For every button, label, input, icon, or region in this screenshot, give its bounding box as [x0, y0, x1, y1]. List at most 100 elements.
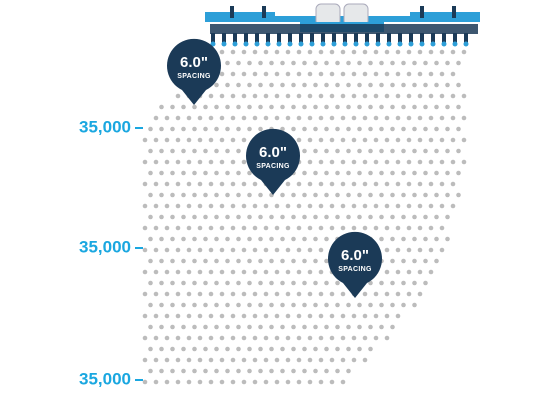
seed-dot [346, 170, 351, 176]
seed-dot [434, 170, 439, 176]
seed-dot [445, 170, 450, 176]
seed-dot [318, 247, 324, 253]
seed-dot [307, 71, 313, 77]
seed-dot [164, 291, 170, 297]
planter [205, 3, 480, 47]
seed-dot [324, 236, 329, 242]
seed-dot [379, 60, 384, 66]
seed-dot [208, 181, 214, 187]
seed-dot [445, 214, 450, 220]
seed-dot [384, 49, 390, 55]
row-unit [211, 33, 215, 44]
gauge-wheel [353, 41, 359, 47]
seed-dot [164, 137, 170, 143]
seed-dot [153, 269, 159, 275]
seed-dot [324, 60, 329, 66]
seed-dot [417, 269, 423, 275]
seed-dot [225, 192, 230, 198]
seed-dot [379, 214, 384, 220]
seed-dot [225, 170, 230, 176]
seed-dot [203, 346, 208, 352]
seed-dot [208, 269, 214, 275]
seed-dot [302, 170, 307, 176]
seed-dot [280, 302, 285, 308]
seed-dot [368, 346, 373, 352]
seed-dot [340, 115, 346, 121]
seed-dot [148, 346, 153, 352]
seed-dot [423, 192, 428, 198]
seed-dot [230, 137, 236, 143]
seed-dot [175, 335, 181, 341]
seed-dot [142, 247, 148, 253]
seed-dot [318, 115, 324, 121]
seed-dot [318, 335, 324, 341]
seed-dot [241, 335, 247, 341]
seed-dot [373, 335, 379, 341]
seed-dot [252, 335, 258, 341]
seed-dot [395, 225, 401, 231]
seed-dot [148, 126, 153, 132]
seed-dot [379, 170, 384, 176]
seed-dot [214, 148, 219, 154]
seed-dot [263, 203, 269, 209]
seed-dot [170, 236, 175, 242]
seed-dot [192, 324, 197, 330]
seed-dot [384, 159, 390, 165]
seed-dot [236, 324, 241, 330]
seed-dot [362, 291, 368, 297]
seed-dot [197, 269, 203, 275]
seed-dot [401, 236, 406, 242]
seed-dot [203, 368, 208, 374]
seed-dot [439, 115, 445, 121]
seed-dot [280, 104, 285, 110]
seed-dot [241, 379, 247, 385]
seed-dot [406, 247, 412, 253]
seed-dot [329, 203, 335, 209]
seed-dot [236, 214, 241, 220]
seed-dot [357, 214, 362, 220]
seed-dot [247, 192, 252, 198]
seed-dot [291, 126, 296, 132]
seed-dot [263, 71, 269, 77]
seed-dot [406, 269, 412, 275]
seed-dot [357, 104, 362, 110]
seed-dot [313, 148, 318, 154]
seed-dot [417, 93, 423, 99]
seed-dot [208, 137, 214, 143]
seed-dot [340, 203, 346, 209]
seed-dot [252, 203, 258, 209]
seed-dot [395, 247, 401, 253]
seed-dot [219, 115, 225, 121]
seed-dot [208, 247, 214, 253]
seed-dot [219, 269, 225, 275]
seed-dot [428, 71, 434, 77]
seed-dot [159, 126, 164, 132]
seed-dot [412, 236, 417, 242]
seed-dot [285, 291, 291, 297]
seed-dot [214, 368, 219, 374]
seed-dot [214, 104, 219, 110]
seed-dot [368, 214, 373, 220]
seed-dot [329, 225, 335, 231]
seed-dot [186, 115, 192, 121]
seed-dot [159, 104, 164, 110]
gauge-wheel [276, 41, 282, 47]
seed-dot [181, 346, 186, 352]
seed-dot [230, 379, 236, 385]
gauge-wheel [243, 41, 249, 47]
seed-dot [307, 93, 313, 99]
gauge-wheel [320, 41, 326, 47]
seed-dot [230, 357, 236, 363]
seed-dot [208, 291, 214, 297]
seed-dot [406, 159, 412, 165]
seed-dot [170, 258, 175, 264]
seed-dot [324, 192, 329, 198]
seed-dot [357, 192, 362, 198]
seed-dot [456, 126, 461, 132]
pin-value: 6.0" [341, 247, 369, 264]
seed-dot [258, 60, 263, 66]
seed-dot [423, 170, 428, 176]
seed-dot [368, 170, 373, 176]
seed-dot [384, 137, 390, 143]
seed-dot [296, 49, 302, 55]
